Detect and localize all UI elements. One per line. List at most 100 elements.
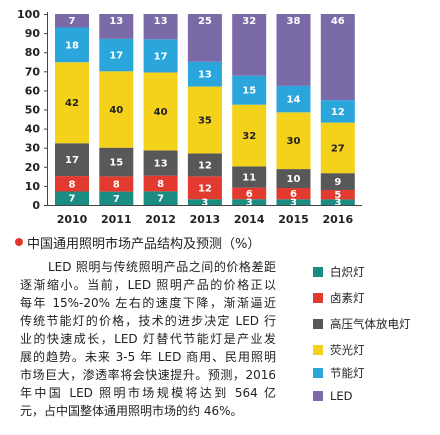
bar-led-2016 — [320, 14, 355, 101]
value-label-incandescent-2014: 3 — [246, 198, 253, 209]
y-tick-label: 80 — [25, 46, 41, 59]
bar-halogen-2013 — [187, 176, 222, 200]
value-label-halogen-2015: 6 — [290, 189, 297, 200]
x-tick-label-2015: 2015 — [278, 213, 309, 226]
x-tick-label-2012: 2012 — [145, 213, 176, 226]
bar-hid-2012 — [143, 150, 178, 176]
value-label-hid-2015: 10 — [287, 174, 301, 185]
bar-hid-2010 — [55, 143, 89, 177]
legend-swatch-cfl — [313, 368, 323, 378]
value-label-halogen-2011: 8 — [113, 179, 120, 190]
y-tick-label: 90 — [25, 27, 41, 40]
bar-incandescent-2010 — [55, 191, 89, 205]
x-tick-label-2013: 2013 — [190, 213, 221, 226]
value-label-incandescent-2013: 3 — [201, 198, 208, 209]
legend-item-led: LED — [313, 389, 353, 403]
bar-hid-2014 — [232, 166, 267, 188]
bar-cfl-2016 — [320, 100, 355, 123]
bar-led-2012 — [143, 14, 178, 40]
value-label-led-2012: 13 — [154, 16, 168, 27]
value-label-cfl-2013: 13 — [198, 70, 212, 81]
bar-fluorescent-2016 — [320, 122, 355, 174]
bullet-dot — [15, 238, 23, 246]
value-label-fluorescent-2015: 30 — [287, 136, 301, 147]
value-label-cfl-2016: 12 — [331, 107, 345, 118]
article-line: 展的趋势。未来 3-5 年 LED 商用、民用照明 — [20, 350, 276, 364]
y-tick-label: 100 — [17, 8, 40, 21]
value-label-fluorescent-2016: 27 — [331, 143, 345, 154]
legend-item-cfl: 节能灯 — [313, 366, 365, 380]
bar-cfl-2011 — [99, 38, 134, 72]
y-tick-label: 70 — [25, 65, 41, 78]
article-line: 逐渐缩小。当前，LED 照明产品的价格正以 — [20, 278, 276, 292]
value-label-hid-2011: 15 — [109, 158, 123, 169]
value-label-halogen-2010: 8 — [69, 179, 76, 190]
bar-led-2013 — [187, 14, 222, 62]
stacked-bar-chart: 7817421877815401713781340171331212351325… — [17, 8, 362, 226]
x-tick-label-2011: 2011 — [101, 213, 132, 226]
value-label-hid-2012: 13 — [154, 159, 168, 170]
value-label-fluorescent-2012: 40 — [154, 107, 168, 118]
bar-halogen-2014 — [232, 187, 267, 200]
legend-label: 卤素灯 — [330, 291, 365, 305]
bar-led-2010 — [55, 14, 89, 28]
legend-item-halogen: 卤素灯 — [313, 291, 365, 305]
bar-led-2015 — [276, 14, 311, 86]
chart-caption: 中国通用照明市场产品结构及预测（%） — [15, 234, 261, 252]
bar-cfl-2014 — [232, 75, 267, 105]
bar-halogen-2011 — [99, 176, 134, 192]
value-label-led-2015: 38 — [287, 16, 301, 27]
legend-label: 节能灯 — [330, 366, 365, 380]
bar-fluorescent-2015 — [276, 112, 311, 170]
value-label-fluorescent-2013: 35 — [198, 116, 212, 127]
bar-incandescent-2014 — [232, 199, 267, 205]
y-tick-label: 0 — [32, 199, 40, 212]
legend-label: 荧光灯 — [330, 343, 365, 357]
y-tick-label: 30 — [25, 142, 41, 155]
value-label-halogen-2013: 12 — [198, 183, 212, 194]
bar-cfl-2013 — [187, 61, 222, 87]
article-line: 业的快速成长，LED 灯替代节能灯是产业发 — [20, 332, 276, 346]
bar-incandescent-2012 — [143, 191, 178, 205]
value-label-cfl-2014: 15 — [242, 86, 256, 97]
value-label-incandescent-2011: 7 — [113, 194, 120, 205]
bar-incandescent-2015 — [276, 199, 311, 205]
legend-swatch-fluorescent — [313, 345, 323, 355]
legend-swatch-halogen — [313, 293, 323, 303]
bar-hid-2015 — [276, 169, 311, 188]
value-label-fluorescent-2014: 32 — [242, 131, 256, 142]
value-label-led-2013: 25 — [198, 16, 212, 27]
chart-title: 中国通用照明市场产品结构及预测（%） — [27, 236, 261, 252]
y-tick-label: 20 — [25, 161, 41, 174]
x-tick-label-2014: 2014 — [234, 213, 265, 226]
bar-hid-2016 — [320, 173, 355, 191]
bar-cfl-2010 — [55, 27, 89, 63]
value-label-halogen-2016: 5 — [334, 190, 341, 201]
value-label-hid-2010: 17 — [65, 155, 79, 166]
value-label-cfl-2012: 17 — [154, 51, 168, 62]
value-label-led-2010: 7 — [69, 16, 76, 27]
bar-halogen-2016 — [320, 190, 355, 200]
legend-label: 白炽灯 — [330, 265, 365, 279]
bar-hid-2013 — [187, 153, 222, 177]
y-tick-label: 60 — [25, 84, 41, 97]
value-label-hid-2013: 12 — [198, 160, 212, 171]
value-label-fluorescent-2010: 42 — [65, 98, 79, 109]
bar-led-2014 — [232, 14, 267, 76]
value-label-led-2011: 13 — [109, 16, 123, 27]
value-label-cfl-2011: 17 — [109, 51, 123, 62]
y-tick-label: 50 — [25, 104, 41, 117]
article-line: 年中国 LED 照明市场规模将达到 564 亿 — [20, 386, 276, 400]
bar-incandescent-2016 — [320, 199, 355, 205]
article-line: LED 照明与传统照明产品之间的价格差距 — [48, 260, 276, 274]
article-text: LED 照明与传统照明产品之间的价格差距 逐渐缩小。当前，LED 照明产品的价格… — [20, 258, 276, 420]
legend-swatch-hid — [313, 319, 323, 329]
x-tick-label-2010: 2010 — [57, 213, 88, 226]
legend-item-fluorescent: 荧光灯 — [313, 343, 365, 357]
value-label-incandescent-2012: 7 — [157, 194, 164, 205]
article-line: 传统节能灯的价格，技术的进步决定 LED 行 — [20, 314, 276, 328]
y-tick-label: 10 — [25, 180, 41, 193]
legend-swatch-incandescent — [313, 267, 323, 277]
x-tick-label-2016: 2016 — [322, 213, 353, 226]
